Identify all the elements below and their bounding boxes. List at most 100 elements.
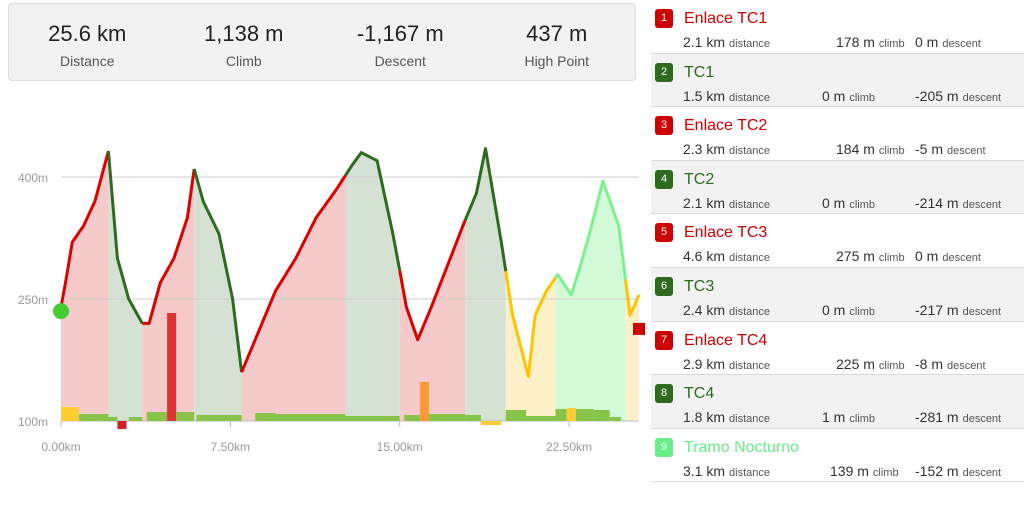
grade-bar — [275, 414, 346, 421]
segment-6[interactable]: 6 TC3 2.4 km distance 0 m climb -217 m desc… — [651, 267, 1024, 322]
profile-line — [624, 279, 641, 317]
stat-value: 437 m — [526, 21, 588, 46]
segment-distance: 3.1 km distance — [683, 462, 770, 479]
segment-stats: 4.6 km distance 275 m climb 0 m descent — [683, 248, 1023, 264]
grade-bar — [465, 415, 481, 421]
x-axis-label: 7.50km — [211, 440, 250, 454]
segment-distance: 4.6 km distance — [683, 248, 770, 265]
segment-stats: 2.1 km distance 178 m climb 0 m descent — [683, 34, 1023, 50]
segment-stats: 2.9 km distance 225 m climb -8 m descent — [683, 356, 1023, 372]
segment-7[interactable]: 7 Enlace TC4 2.9 km distance 225 m climb -… — [651, 322, 1024, 376]
grade-bar — [593, 410, 610, 421]
segment-1[interactable]: 1 Enlace TC1 2.1 km distance 178 m climb 0… — [651, 0, 1024, 54]
segment-descent: -152 m descent — [915, 462, 1002, 479]
segment-name[interactable]: Tramo Nocturno — [684, 438, 799, 456]
segment-number-badge: 3 — [655, 116, 673, 136]
segment-list: 1 Enlace TC1 2.1 km distance 178 m climb 0… — [651, 0, 1024, 483]
profile-section-area — [108, 151, 143, 421]
grade-bar — [345, 416, 400, 421]
profile-line — [142, 168, 196, 325]
grade-bar — [575, 409, 594, 421]
segment-number-badge: 5 — [655, 223, 673, 243]
x-axis-label: 15.00km — [377, 440, 423, 454]
profile-line — [59, 150, 110, 308]
grade-bar — [128, 417, 143, 421]
grade-bar — [117, 421, 127, 429]
stat-label: High Point — [524, 53, 590, 69]
segment-descent: 0 m descent — [915, 248, 981, 265]
segment-2[interactable]: 2 TC1 1.5 km distance 0 m climb -205 m desc… — [651, 53, 1024, 108]
segment-name[interactable]: TC4 — [684, 385, 715, 403]
grade-bar — [505, 410, 527, 421]
grade-bar — [566, 408, 576, 421]
segment-climb: 0 m climb — [822, 301, 876, 318]
segment-stats: 2.1 km distance 0 m climb -214 m descent — [683, 195, 1023, 211]
segment-descent: -214 m descent — [915, 194, 1002, 211]
segment-stats: 2.3 km distance 184 m climb -5 m descent — [683, 141, 1023, 157]
stat-label: Climb — [225, 53, 262, 69]
segment-distance: 2.3 km distance — [683, 141, 770, 158]
segment-4[interactable]: 4 TC2 2.1 km distance 0 m climb -214 m desc… — [651, 160, 1024, 215]
stat-value: 1,138 m — [204, 21, 284, 46]
segment-name[interactable]: Enlace TC4 — [684, 331, 768, 349]
segment-distance: 2.1 km distance — [683, 34, 770, 50]
segment-distance: 2.4 km distance — [683, 301, 770, 318]
elevation-profile-svg[interactable]: 400m 250m 100m 0.00km 7.50km 15.00km 22.50km — [0, 90, 645, 502]
grade-bar — [404, 415, 420, 421]
segment-climb: 1 m climb — [822, 409, 876, 426]
segment-climb: 225 m climb — [836, 355, 905, 372]
segment-stats: 1.5 km distance 0 m climb -205 m descent — [683, 88, 1023, 104]
segment-name[interactable]: Enlace TC1 — [684, 10, 768, 27]
profile-section-area — [194, 168, 242, 421]
grade-bar — [480, 421, 502, 425]
profile-section-area — [345, 152, 400, 421]
profile-line — [240, 174, 347, 373]
stat-value: 25.6 km — [48, 21, 127, 46]
profile-line — [554, 179, 627, 297]
segment-number-badge: 2 — [655, 62, 673, 82]
segment-name[interactable]: Enlace TC3 — [684, 224, 768, 242]
segment-stats: 2.4 km distance 0 m climb -217 m descent — [683, 302, 1023, 318]
grade-bar — [108, 417, 118, 421]
profile-section-area — [241, 175, 346, 421]
end-marker[interactable] — [633, 322, 645, 335]
summary-stats: 25.6 km Distance 1,138 m Climb -1,167 m … — [8, 3, 636, 81]
segment-climb: 0 m climb — [822, 194, 876, 211]
segment-name[interactable]: TC1 — [684, 63, 715, 81]
segment-climb: 139 m climb — [830, 462, 899, 479]
grade-bar — [609, 417, 621, 421]
grade-bar — [79, 414, 109, 421]
stat-value: -1,167 m — [356, 21, 444, 46]
profile-section-area — [142, 168, 195, 421]
segment-9[interactable]: 9 Tramo Nocturno 3.1 km distance 139 m cli… — [651, 429, 1024, 483]
segment-number-badge: 4 — [655, 169, 673, 189]
segment-3[interactable]: 3 Enlace TC2 2.3 km distance 184 m climb -… — [651, 107, 1024, 161]
segment-name[interactable]: TC3 — [684, 277, 715, 295]
segment-5[interactable]: 5 Enlace TC3 4.6 km distance 275 m climb 0… — [651, 214, 1024, 268]
elevation-chart[interactable]: 400m 250m 100m 0.00km 7.50km 15.00km 22.50km — [0, 90, 645, 502]
grade-bar — [419, 382, 430, 421]
segment-descent: -8 m descent — [915, 355, 986, 372]
grade-bar — [176, 412, 195, 421]
segment-number-badge: 8 — [655, 384, 673, 404]
segment-descent: 0 m descent — [915, 34, 981, 50]
segment-name[interactable]: TC2 — [684, 170, 715, 188]
start-marker[interactable] — [53, 303, 69, 320]
segment-descent: -281 m descent — [915, 409, 1002, 426]
profile-line — [463, 147, 508, 272]
segment-number-badge: 7 — [655, 330, 673, 350]
grade-bar — [255, 413, 276, 421]
segment-distance: 2.1 km distance — [683, 194, 770, 211]
profile-section-area — [555, 181, 626, 421]
grade-bar — [526, 416, 556, 421]
stat-label: Distance — [60, 53, 115, 69]
profile-line — [106, 150, 144, 325]
y-axis-label: 250m — [18, 293, 48, 307]
segment-descent: -217 m descent — [915, 301, 1002, 318]
segment-descent: -205 m descent — [915, 87, 1002, 104]
grade-bar — [146, 412, 168, 421]
segment-climb: 184 m climb — [836, 141, 905, 158]
segment-8[interactable]: 8 TC4 1.8 km distance 1 m climb -281 m desc… — [651, 375, 1024, 429]
segment-name[interactable]: Enlace TC2 — [684, 117, 768, 135]
profile-section-area — [61, 151, 109, 421]
